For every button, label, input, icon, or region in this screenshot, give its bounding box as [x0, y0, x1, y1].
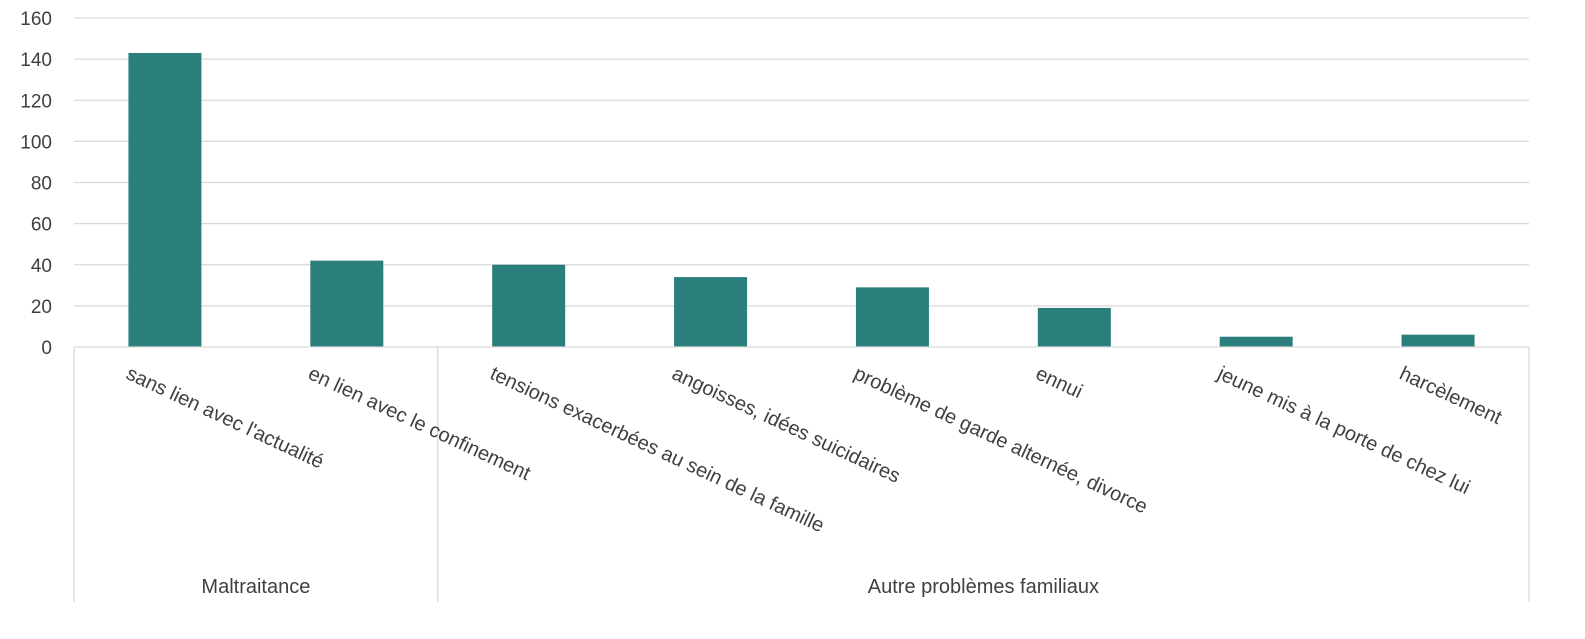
bar-5: [1037, 307, 1111, 347]
bar-7: [1401, 334, 1475, 347]
bar-2: [492, 264, 566, 347]
y-axis-tick-labels: 0 20 40 60 80 100 120 140 160: [20, 9, 52, 359]
y-tick-label: 0: [41, 338, 52, 359]
x-category-label: harcèlement: [1396, 363, 1505, 430]
x-axis-group-labels: Maltraitance Autre problèmes familiaux: [201, 576, 1099, 598]
bar-0: [128, 52, 202, 348]
bar-3: [674, 277, 748, 347]
x-category-label: sans lien avec l'actualité: [123, 363, 327, 474]
bar-1: [310, 260, 384, 347]
y-tick-label: 20: [31, 297, 52, 318]
y-tick-label: 160: [20, 9, 52, 30]
y-tick-label: 120: [20, 91, 52, 112]
y-tick-label: 40: [31, 256, 52, 277]
bars: [128, 52, 1475, 348]
x-group-label: Maltraitance: [201, 576, 310, 598]
x-category-label: problème de garde alternée, divorce: [850, 363, 1151, 519]
bar-4: [855, 287, 929, 347]
gridlines: [74, 17, 1529, 307]
y-tick-label: 60: [31, 215, 52, 236]
x-group-label: Autre problèmes familiaux: [868, 576, 1099, 598]
y-tick-label: 100: [20, 132, 52, 153]
y-tick-label: 80: [31, 174, 52, 195]
bar-6: [1219, 336, 1293, 347]
y-tick-label: 140: [20, 50, 52, 71]
x-category-label: ennui: [1032, 363, 1086, 404]
x-category-label: tensions exacerbées au sein de la famill…: [487, 363, 828, 538]
x-axis: [73, 346, 1530, 602]
